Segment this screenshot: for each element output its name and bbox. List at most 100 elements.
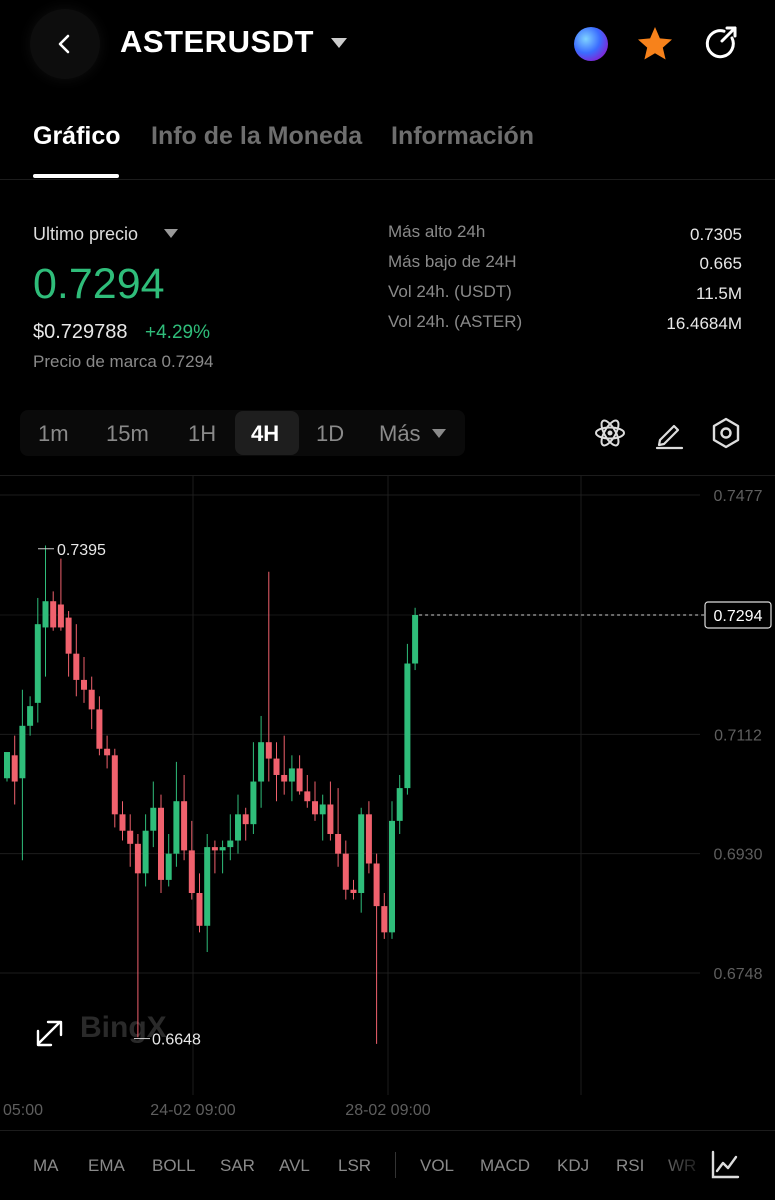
fullscreen-expand-icon[interactable]: [36, 1020, 63, 1047]
fiat-price-value: $0.729788: [33, 321, 128, 343]
caret-down-icon[interactable]: [331, 38, 347, 48]
candle-body: [134, 843, 141, 874]
stat-value-vol-aster: 16.4684M: [666, 314, 742, 333]
indicator-kdj[interactable]: KDJ: [557, 1156, 590, 1175]
x-tick-label: 05:00: [3, 1102, 43, 1119]
candle-body: [119, 814, 126, 831]
candle-body: [235, 814, 241, 841]
atom-icon[interactable]: [593, 416, 627, 450]
candle-body: [188, 850, 195, 894]
interval-1h[interactable]: 1H: [188, 421, 217, 446]
indicator-vol[interactable]: VOL: [420, 1156, 455, 1175]
last-price-label: 0.7294: [714, 608, 763, 625]
main-tabs: Gráfico Info de la Moneda Información: [0, 100, 775, 180]
candle-body: [165, 853, 172, 880]
interval-1d[interactable]: 1D: [316, 421, 345, 446]
top-header: ASTERUSDT: [0, 0, 775, 90]
interval-15m[interactable]: 15m: [106, 421, 149, 446]
candle-body: [404, 663, 411, 789]
candle-body: [88, 689, 95, 710]
indicator-ma[interactable]: MA: [33, 1156, 59, 1175]
candle-body: [335, 833, 342, 854]
candle-body: [150, 807, 157, 831]
last-price-label[interactable]: Ultimo precio: [33, 224, 139, 244]
pencil-icon[interactable]: [652, 416, 686, 450]
share-icon[interactable]: [702, 24, 742, 64]
candle-body: [173, 801, 180, 854]
stat-label-low: Más bajo de 24H: [388, 252, 517, 271]
indicator-sar[interactable]: SAR: [220, 1156, 255, 1175]
back-button[interactable]: [30, 9, 100, 79]
interval-1m[interactable]: 1m: [38, 421, 69, 446]
indicator-lsr[interactable]: LSR: [338, 1156, 372, 1175]
indicator-bar: [0, 1130, 775, 1200]
candle-body: [104, 748, 111, 756]
tab-info-moneda[interactable]: Info de la Moneda: [151, 122, 363, 150]
candle-body: [389, 820, 395, 933]
star-icon[interactable]: [635, 24, 675, 64]
x-tick-label: 28-02 09:00: [345, 1102, 431, 1119]
interval-4h[interactable]: 4H: [251, 421, 280, 446]
stat-label-vol-usdt: Vol 24h. (USDT): [388, 282, 512, 301]
candle-body: [211, 847, 218, 851]
settings-hex-icon[interactable]: [709, 416, 743, 450]
candle-body: [50, 601, 57, 628]
indicator-avl[interactable]: AVL: [279, 1156, 310, 1175]
candle-body: [181, 801, 188, 851]
last-price-box: [704, 601, 772, 629]
indicator-fade: [650, 1140, 710, 1190]
stat-value-low: 0.665: [699, 254, 742, 273]
watermark-logo: BingX: [80, 1011, 167, 1044]
candle-body: [81, 679, 87, 690]
candle-body: [327, 804, 334, 834]
mark-price: Precio de marca 0.7294: [33, 352, 214, 371]
candle-body: [142, 830, 149, 874]
tab-informacion[interactable]: Información: [391, 122, 535, 150]
candle-body: [258, 742, 265, 782]
candle-body: [34, 624, 41, 703]
candle-body: [412, 614, 419, 664]
ai-orb-icon[interactable]: [574, 27, 608, 61]
candle-body: [396, 788, 403, 821]
candle-body: [358, 814, 365, 894]
candle-body: [281, 774, 288, 782]
caret-down-icon[interactable]: [164, 229, 178, 238]
caret-down-icon[interactable]: [432, 429, 446, 438]
active-tab-indicator: [33, 174, 119, 178]
candle-body: [219, 847, 226, 851]
high-marker-label: 0.7395: [57, 542, 106, 559]
candle-body: [312, 801, 318, 815]
candle-body: [57, 604, 64, 628]
indicator-rsi[interactable]: RSI: [616, 1156, 645, 1175]
interval-more[interactable]: Más: [379, 421, 421, 446]
candle-body: [250, 781, 257, 825]
candle-body: [204, 847, 211, 926]
stat-label-high: Más alto 24h: [388, 222, 486, 241]
y-tick-label: 0.6930: [714, 847, 763, 864]
candle-body: [11, 755, 18, 782]
indicator-chart-icon[interactable]: [708, 1148, 742, 1182]
candle-body: [373, 863, 380, 907]
candle-body: [4, 752, 10, 779]
indicator-ema[interactable]: EMA: [88, 1156, 125, 1175]
candle-body: [242, 814, 249, 825]
stat-label-vol-aster: Vol 24h. (ASTER): [388, 312, 523, 331]
indicator-boll[interactable]: BOLL: [152, 1156, 196, 1175]
last-price-value: 0.7294: [33, 260, 165, 308]
symbol-title[interactable]: ASTERUSDT: [120, 24, 314, 59]
candle-body: [96, 709, 103, 749]
candle-body: [227, 840, 234, 848]
candle-body: [73, 653, 80, 680]
indicator-separator: [395, 1152, 396, 1178]
candle-body: [342, 853, 349, 890]
candle-body: [111, 755, 118, 815]
tab-grafico[interactable]: Gráfico: [33, 122, 121, 150]
candle-body: [196, 893, 203, 926]
y-tick-label: 0.6748: [714, 966, 763, 983]
candle-body: [381, 906, 388, 933]
indicator-macd[interactable]: MACD: [480, 1156, 531, 1175]
candlestick-chart[interactable]: BingX 0.7294 0.7477 0.7112 0.6930 0.6748 0.739…: [0, 475, 775, 1130]
candle-body: [319, 804, 326, 815]
candle-body: [288, 768, 295, 782]
change-percent: +4.29%: [145, 322, 210, 343]
